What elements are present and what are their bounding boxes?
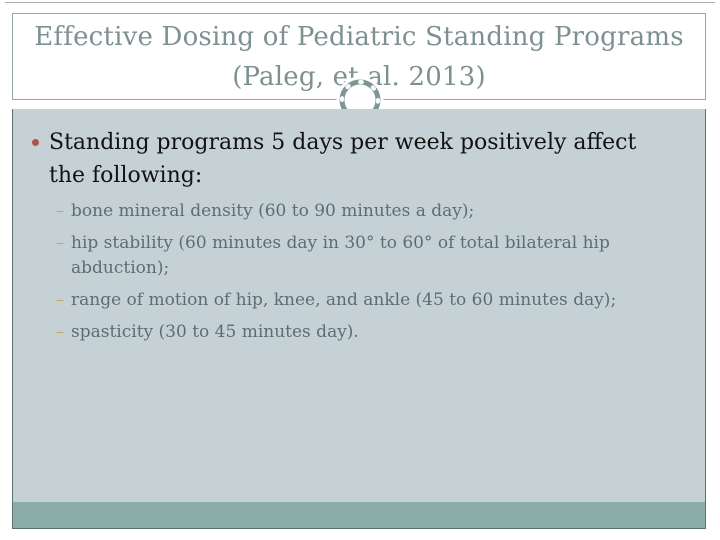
slide-title-line-1: Effective Dosing of Pediatric Standing P… [34, 21, 684, 52]
sub-bullet-text-line: bone mineral density (60 to 90 minutes a… [71, 201, 475, 221]
main-bullet-line-2: the following: [49, 163, 203, 188]
sub-bullet-text: hip stability (60 minutes day in 30° to … [71, 231, 610, 281]
sub-bullet-text-line: spasticity (30 to 45 minutes day). [71, 322, 359, 342]
main-bullet-line-1: Standing programs 5 days per week positi… [49, 130, 637, 155]
sub-bullet-text-line: range of motion of hip, knee, and ankle … [71, 290, 617, 310]
sub-bullet-text-line: hip stability (60 minutes day in 30° to … [71, 233, 610, 253]
dash-marker: – [56, 290, 65, 310]
sub-bullet-list: – bone mineral density (60 to 90 minutes … [56, 199, 699, 345]
main-bullet-text: Standing programs 5 days per week positi… [49, 126, 636, 192]
sub-bullet-item: – spasticity (30 to 45 minutes day). [56, 320, 699, 345]
content-panel: Standing programs 5 days per week positi… [13, 109, 705, 502]
footer-band [13, 502, 705, 528]
dash-marker: – [56, 233, 65, 253]
bullet-dot-icon [32, 139, 39, 146]
sub-bullet-text: range of motion of hip, knee, and ankle … [71, 288, 616, 313]
dash-marker: – [56, 322, 65, 342]
sub-bullet-item: – bone mineral density (60 to 90 minutes … [56, 199, 699, 224]
dash-marker: – [56, 201, 65, 221]
sub-bullet-item: – hip stability (60 minutes day in 30° to… [56, 231, 699, 281]
main-bullet: Standing programs 5 days per week positi… [31, 126, 699, 192]
sub-bullet-text: spasticity (30 to 45 minutes day). [71, 320, 359, 345]
sub-bullet-item: – range of motion of hip, knee, and ankle… [56, 288, 699, 313]
sub-bullet-text-line: abduction); [71, 258, 170, 278]
content-panel-wrapper: Standing programs 5 days per week positi… [12, 109, 706, 529]
top-divider-rule [5, 2, 715, 3]
sub-bullet-text: bone mineral density (60 to 90 minutes a… [71, 199, 474, 224]
